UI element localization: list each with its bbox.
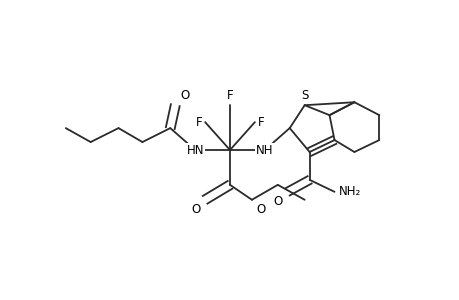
Text: NH₂: NH₂ xyxy=(338,185,360,198)
Text: O: O xyxy=(273,195,282,208)
Text: NH: NH xyxy=(256,143,273,157)
Text: F: F xyxy=(226,89,233,102)
Text: F: F xyxy=(195,116,202,129)
Text: HN: HN xyxy=(186,143,203,157)
Text: O: O xyxy=(256,203,266,216)
Text: S: S xyxy=(300,89,308,102)
Text: O: O xyxy=(190,203,200,216)
Text: O: O xyxy=(180,89,189,102)
Text: F: F xyxy=(257,116,264,129)
